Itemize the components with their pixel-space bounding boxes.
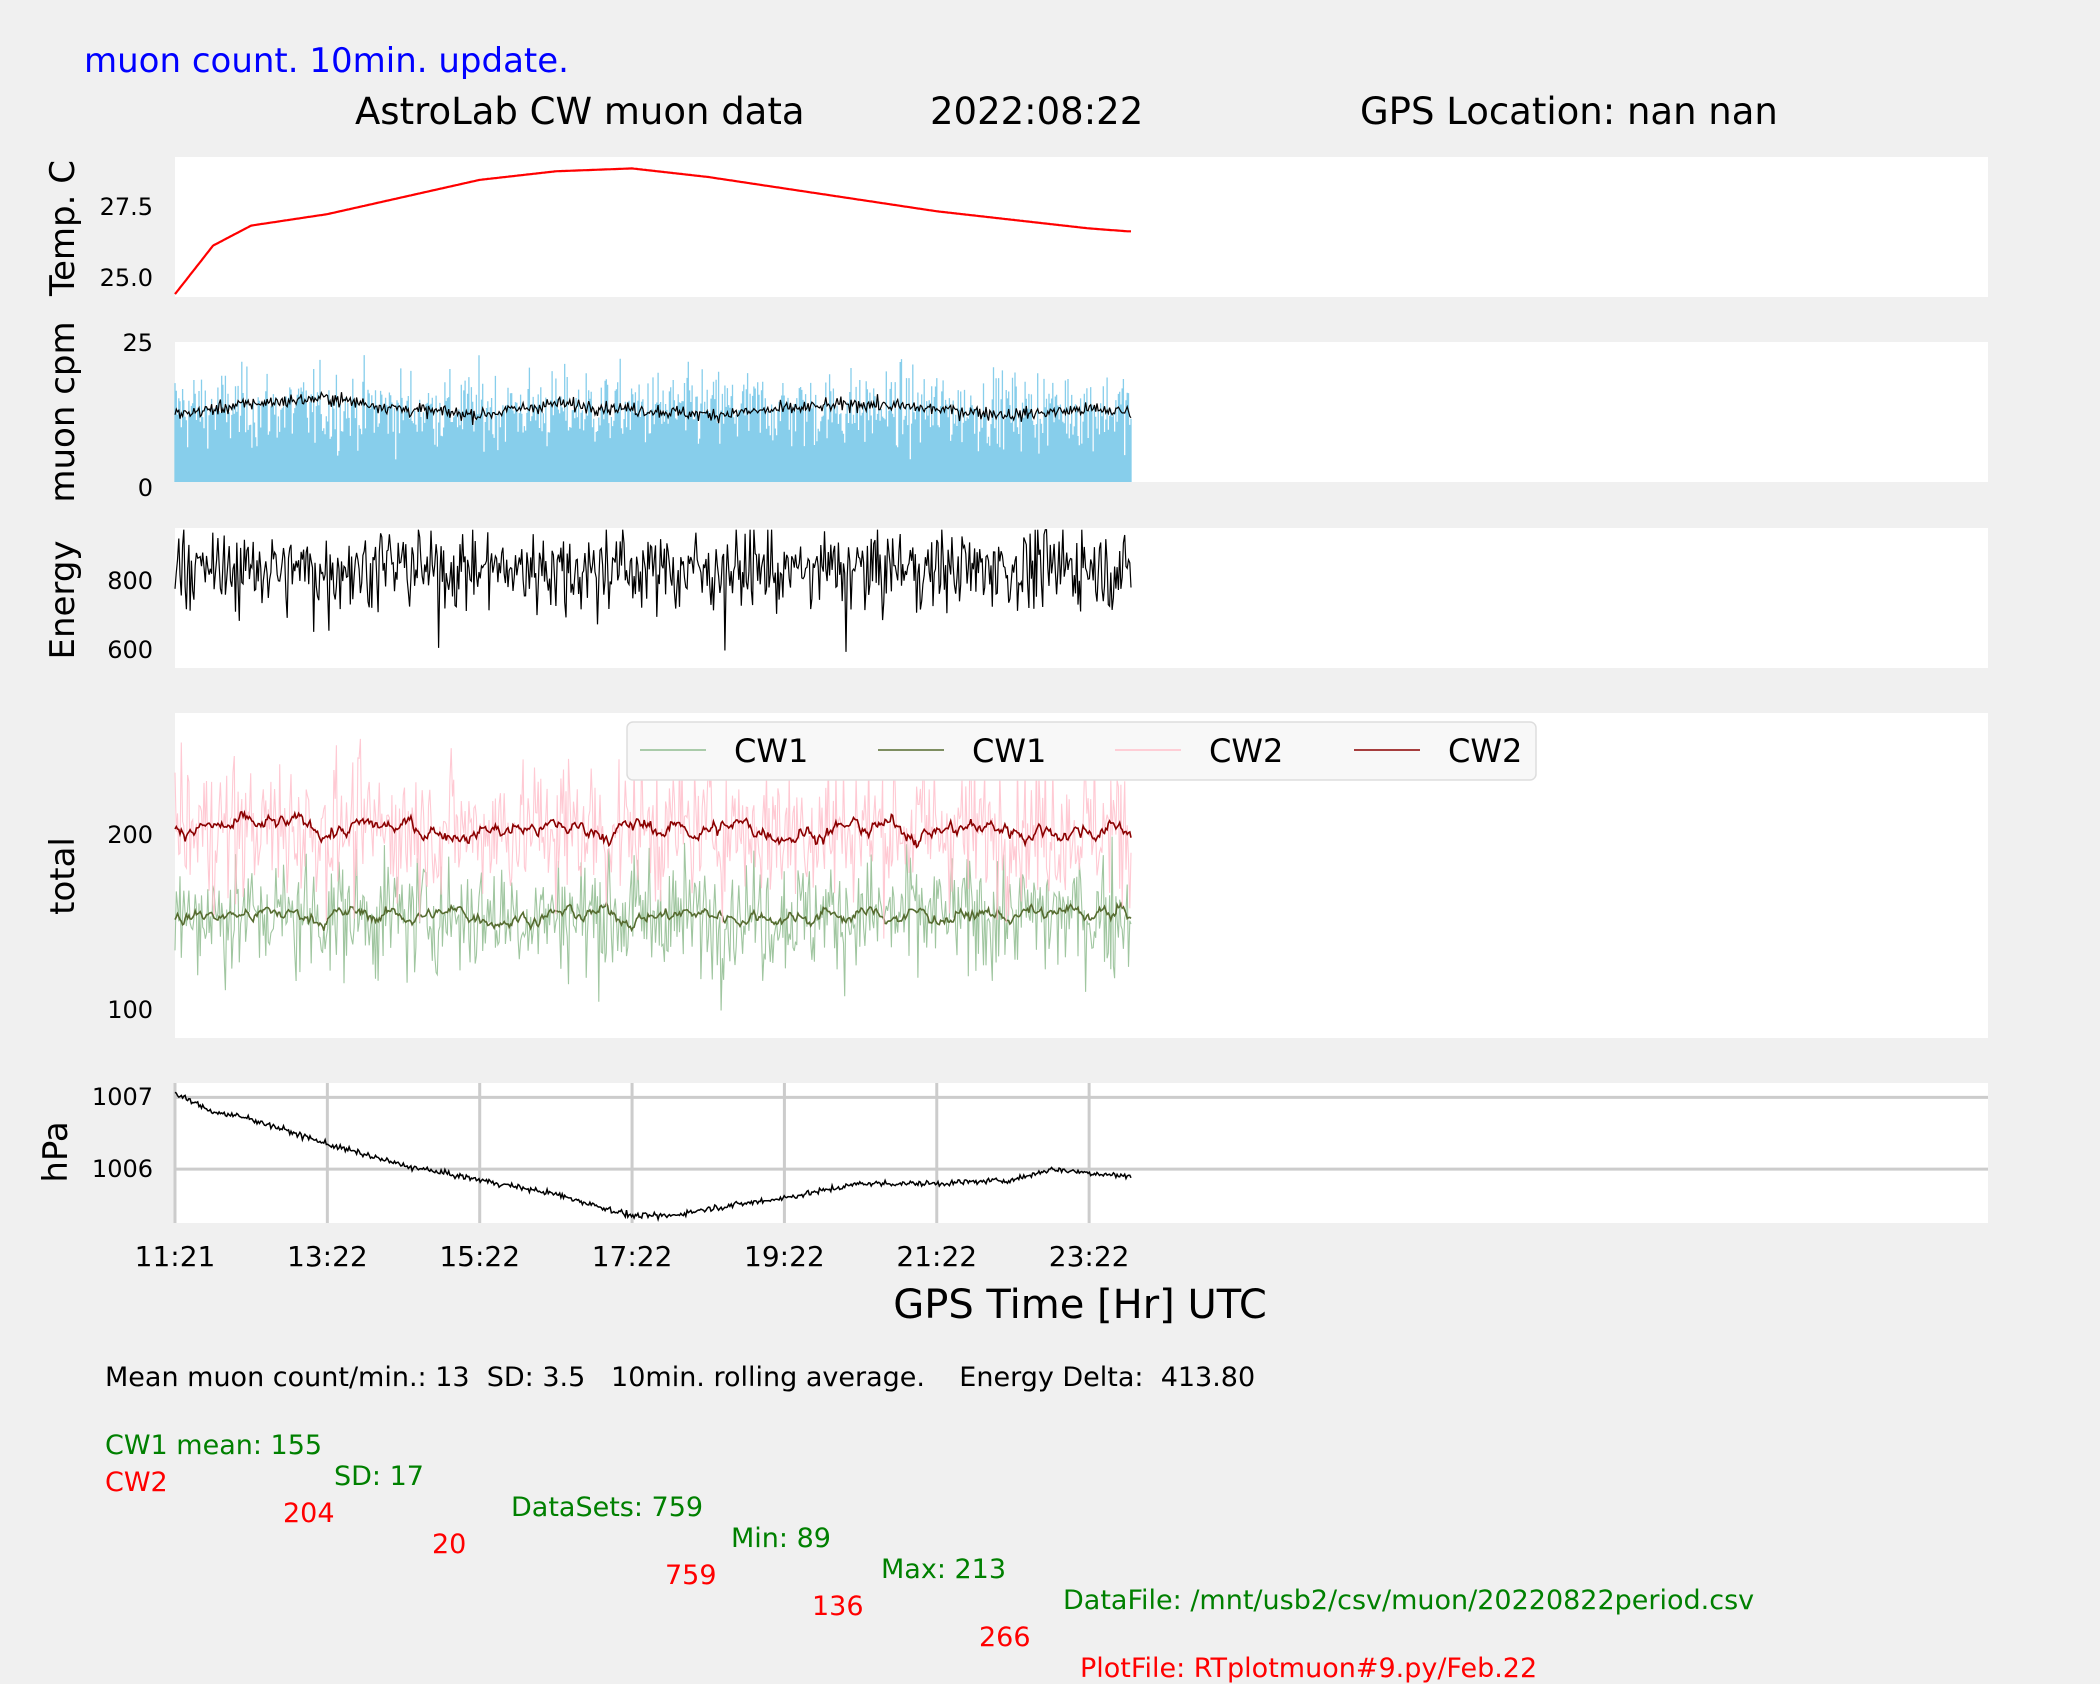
cw1-datasets: DataSets: 759 (511, 1492, 704, 1523)
y-tick-label: 1007 (92, 1083, 153, 1111)
energy-line (174, 529, 1132, 652)
cw1-mean: CW1 mean: 155 (105, 1430, 323, 1461)
y-tick-label: 27.5 (100, 193, 153, 221)
data-file: DataFile: /mnt/usb2/csv/muon/20220822per… (1063, 1585, 1755, 1616)
header-note: muon count. 10min. update. (84, 41, 569, 81)
y-axis-label: Energy (43, 540, 83, 659)
y-tick-label: 0 (138, 474, 153, 502)
y-tick-label: 25 (122, 329, 153, 357)
y-tick-label: 100 (107, 996, 153, 1024)
panels: Temp. C 27.5 25.0 muon cpm 25 0 Energy 800 600 to… (36, 157, 1988, 1223)
muon-rolling-average-line (174, 390, 1132, 425)
chart-title: AstroLab CW muon data (355, 90, 805, 133)
temperature-line (174, 167, 1131, 295)
series-line-cw2-avg (174, 809, 1132, 849)
footer-summary: Mean muon count/min.: 13 SD: 3.5 10min. … (105, 1362, 1256, 1393)
chart-date: 2022:08:22 (930, 90, 1143, 133)
pressure-line (174, 1091, 1132, 1222)
panel-5: hPa 1007 1006 (36, 1083, 1988, 1223)
cw2-max: 266 (979, 1622, 1031, 1653)
footer-cw2-row: CW2 204 20 759 136 266 PlotFile: RTplotm… (105, 1436, 1537, 1684)
y-axis-label: hPa (36, 1121, 76, 1182)
x-tick-label: 23:22 (1049, 1240, 1130, 1273)
y-axis-label: Temp. C (43, 160, 83, 297)
x-tick-label: 19:22 (744, 1240, 825, 1273)
y-axis-label: total (43, 837, 83, 915)
panel-1: Temp. C 27.5 25.0 (43, 157, 1988, 297)
legend-entry: CW2 (1209, 732, 1283, 770)
cw2-sd: 20 (432, 1529, 467, 1560)
y-tick-label: 200 (107, 821, 153, 849)
gps-location: GPS Location: nan nan (1360, 90, 1778, 133)
legend-box (626, 721, 1537, 781)
x-tick-label: 15:22 (439, 1240, 520, 1273)
plot-area (175, 1083, 1988, 1223)
panel-2: muon cpm 25 0 (43, 321, 1988, 503)
cw2-mean: 204 (283, 1498, 335, 1529)
x-axis: 11:21 13:22 15:22 17:22 19:22 21:22 23:22 (135, 1240, 1130, 1273)
cw2-label: CW2 (105, 1467, 168, 1498)
cw2-min: 136 (812, 1591, 864, 1622)
plot-file: PlotFile: RTplotmuon#9.py/Feb.22 (1080, 1653, 1538, 1684)
series-line-cw1-raw (174, 836, 1132, 1011)
legend-entry: CW1 (972, 732, 1046, 770)
cw2-datasets: 759 (665, 1560, 717, 1591)
muon-chart: muon count. 10min. update. AstroLab CW m… (36, 41, 1988, 1328)
x-axis-label: GPS Time [Hr] UTC (893, 1282, 1267, 1328)
legend: CW1 CW1 CW2 CW2 (626, 721, 1537, 781)
series-line-cw2-raw (174, 738, 1132, 939)
panel-3: Energy 800 600 (43, 528, 1988, 668)
legend-entry: CW1 (734, 732, 808, 770)
x-tick-label: 17:22 (592, 1240, 673, 1273)
y-tick-label: 600 (107, 636, 153, 664)
x-tick-label: 13:22 (287, 1240, 368, 1273)
y-axis-label: muon cpm (43, 321, 83, 502)
y-tick-label: 25.0 (100, 264, 153, 292)
x-tick-label: 21:22 (896, 1240, 977, 1273)
muon-count-bars (174, 355, 1132, 482)
x-tick-label: 11:21 (135, 1240, 216, 1273)
y-tick-label: 800 (107, 567, 153, 595)
cw1-max: Max: 213 (881, 1554, 1007, 1585)
panel-4: total 200 100 CW1 CW1 CW2 CW2 (43, 713, 1988, 1038)
y-tick-label: 1006 (92, 1155, 153, 1183)
legend-entry: CW2 (1448, 732, 1522, 770)
series-line-cw1-avg (174, 901, 1132, 933)
cw1-sd: SD: 17 (334, 1461, 424, 1492)
cw1-min: Min: 89 (731, 1523, 831, 1554)
